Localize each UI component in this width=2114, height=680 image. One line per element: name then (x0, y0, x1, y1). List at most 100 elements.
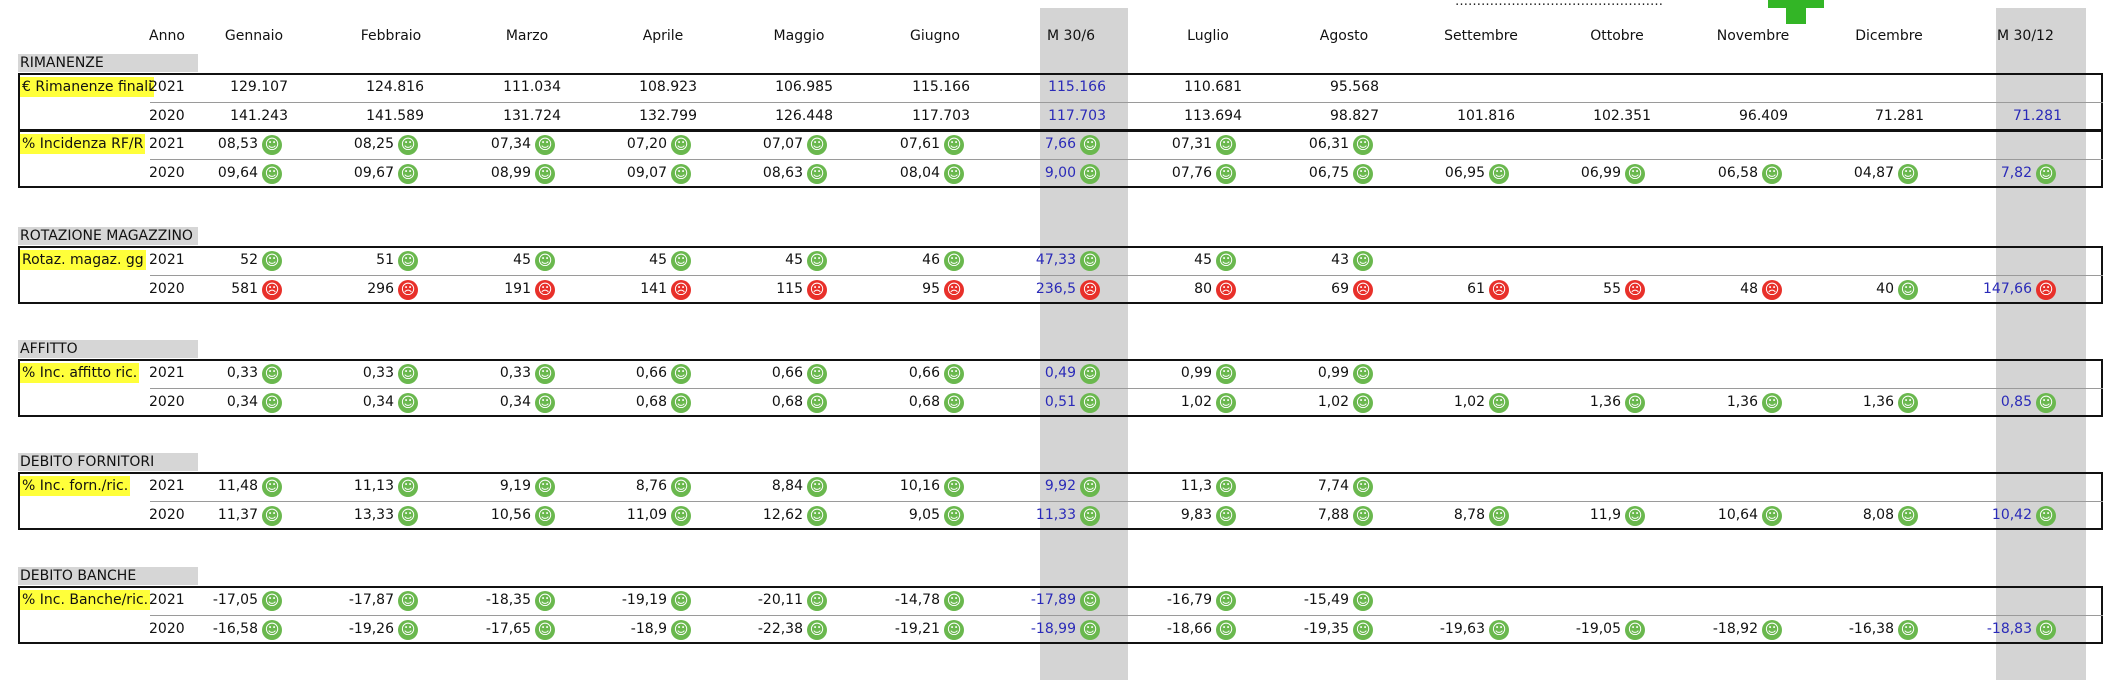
row-separator (150, 500, 2103, 502)
smiley-face-icon: ☺ (1625, 163, 1645, 184)
smiley-face-icon: ☺ (1353, 591, 1373, 611)
value-cell: 0,33 (499, 365, 531, 381)
value-cell: 0,68 (908, 393, 940, 410)
value-cell: 0,33 (226, 365, 258, 381)
smiley-face-icon: ☺ (807, 251, 827, 271)
smiley-face-icon: ☺ (807, 591, 827, 611)
header-month: Aprile (642, 28, 684, 44)
value-cell: 0,66 (771, 365, 803, 381)
value-cell: 10,64 (1717, 506, 1758, 523)
value-cell: 117.703 (912, 107, 970, 124)
header-month: Gennaio (224, 28, 284, 44)
year-label: 2021 (149, 478, 185, 494)
header-month: Febbraio (360, 28, 422, 44)
smiley-face-icon: ☺ (1898, 505, 1918, 526)
smiley-face-icon: ☺ (262, 591, 282, 611)
smiley-face-icon: ☺ (671, 163, 691, 184)
year-label: 2021 (149, 136, 185, 152)
value-cell: -18,35 (485, 592, 531, 608)
smiley-face-icon: ☺ (944, 477, 964, 497)
value-cell: 110.681 (1184, 79, 1242, 95)
value-cell: 115.166 (1048, 79, 1106, 95)
smiley-face-icon: ☺ (535, 135, 555, 155)
header-month: Agosto (1319, 28, 1369, 44)
smiley-face-icon: ☺ (535, 505, 555, 526)
value-cell: 131.724 (503, 107, 561, 124)
value-cell: 0,99 (1317, 365, 1349, 381)
value-cell: 124.816 (366, 79, 424, 95)
value-cell: -15,49 (1303, 592, 1349, 608)
value-cell: 08,63 (762, 164, 803, 181)
value-cell: 48 (1740, 280, 1758, 297)
value-cell: 0,99 (1180, 365, 1212, 381)
frowny-face-icon: ☹ (262, 279, 282, 300)
value-cell: 296 (367, 280, 394, 297)
value-cell: 191 (504, 280, 531, 297)
smiley-face-icon: ☺ (262, 163, 282, 184)
value-cell: 101.816 (1457, 107, 1515, 124)
value-cell: -16,38 (1848, 620, 1894, 637)
year-label: 2020 (149, 164, 185, 181)
smiley-face-icon: ☺ (1898, 279, 1918, 300)
value-cell: 126.448 (775, 107, 833, 124)
green-cross-icon-stem (1786, 0, 1806, 24)
value-cell: 7,66 (1044, 136, 1076, 152)
smiley-face-icon: ☺ (807, 163, 827, 184)
value-cell: 7,74 (1317, 478, 1349, 494)
year-label: 2020 (149, 393, 185, 410)
metric-label: % Inc. forn./ric. (20, 476, 131, 496)
value-cell: -18,66 (1166, 620, 1212, 637)
smiley-face-icon: ☺ (2036, 619, 2056, 640)
frowny-face-icon: ☹ (398, 279, 418, 300)
value-cell: 45 (513, 252, 531, 268)
smiley-face-icon: ☺ (262, 619, 282, 640)
value-cell: 06,75 (1308, 164, 1349, 181)
smiley-face-icon: ☺ (1762, 163, 1782, 184)
smiley-face-icon: ☺ (2036, 392, 2056, 413)
value-cell: -19,35 (1303, 620, 1349, 637)
smiley-face-icon: ☺ (1080, 163, 1100, 184)
value-cell: 1,02 (1453, 393, 1485, 410)
smiley-face-icon: ☺ (535, 251, 555, 271)
smiley-face-icon: ☺ (944, 163, 964, 184)
value-cell: -18,92 (1712, 620, 1758, 637)
value-cell: 09,64 (217, 164, 258, 181)
frowny-face-icon: ☹ (1489, 279, 1509, 300)
value-cell: 10,56 (490, 506, 531, 523)
smiley-face-icon: ☺ (398, 364, 418, 384)
frowny-face-icon: ☹ (944, 279, 964, 300)
smiley-face-icon: ☺ (944, 135, 964, 155)
smiley-face-icon: ☺ (1625, 392, 1645, 413)
value-cell: 95 (922, 280, 940, 297)
value-cell: 71.281 (1875, 107, 1924, 124)
smiley-face-icon: ☺ (1762, 392, 1782, 413)
value-cell: 61 (1467, 280, 1485, 297)
value-cell: 1,02 (1180, 393, 1212, 410)
value-cell: 95.568 (1330, 79, 1379, 95)
value-cell: 147,66 (1983, 280, 2032, 297)
value-cell: 09,67 (353, 164, 394, 181)
value-cell: 08,99 (490, 164, 531, 181)
value-cell: 80 (1194, 280, 1212, 297)
smiley-face-icon: ☺ (1353, 163, 1373, 184)
frowny-face-icon: ☹ (807, 279, 827, 300)
value-cell: 115.166 (912, 79, 970, 95)
header-month: Settembre (1444, 28, 1518, 44)
smiley-face-icon: ☺ (1080, 392, 1100, 413)
smiley-face-icon: ☺ (1216, 163, 1236, 184)
value-cell: 98.827 (1330, 107, 1379, 124)
metric-label: % Inc. Banche/ric. (20, 590, 151, 610)
value-cell: 07,20 (626, 136, 667, 152)
value-cell: 46 (922, 252, 940, 268)
value-cell: 71.281 (2013, 107, 2062, 124)
smiley-face-icon: ☺ (1080, 505, 1100, 526)
value-cell: 7,82 (2000, 164, 2032, 181)
value-cell: 40 (1876, 280, 1894, 297)
value-cell: -16,58 (212, 620, 258, 637)
smiley-face-icon: ☺ (1080, 135, 1100, 155)
value-cell: 0,85 (2000, 393, 2032, 410)
header-anno: Anno (149, 28, 185, 44)
row-separator (150, 101, 2103, 103)
value-cell: 1,36 (1862, 393, 1894, 410)
value-cell: -17,89 (1030, 592, 1076, 608)
